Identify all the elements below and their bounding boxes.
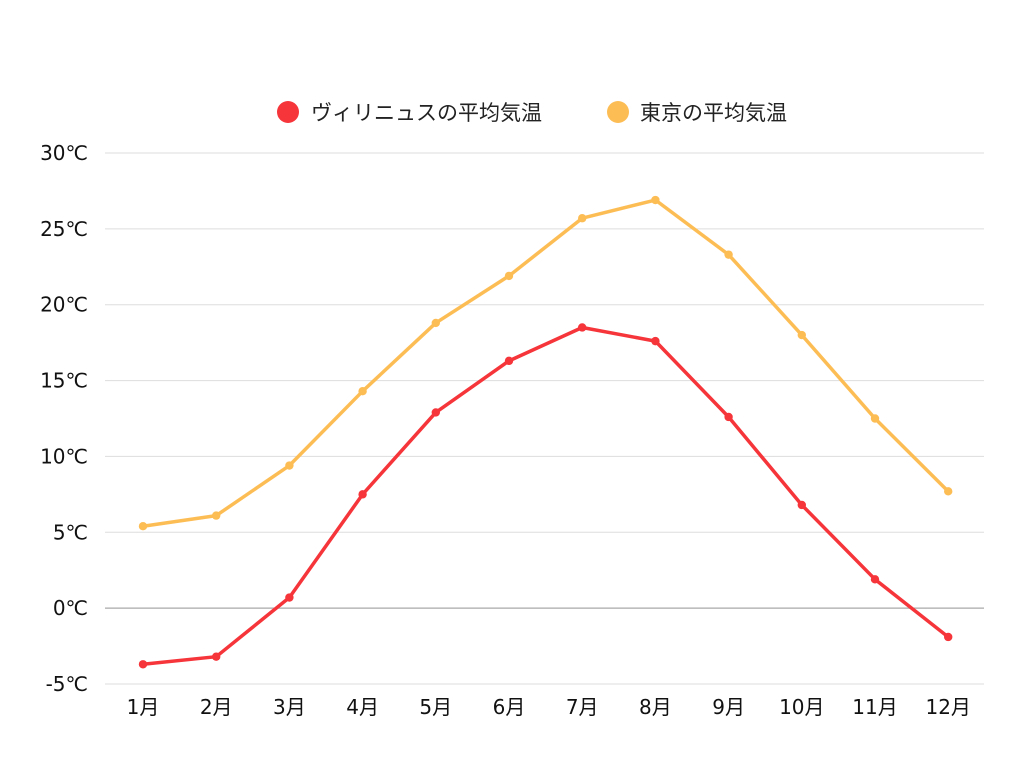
- y-tick-label: 20℃: [40, 293, 88, 317]
- y-tick-label: -5℃: [46, 672, 88, 696]
- x-tick-label: 11月: [852, 695, 897, 719]
- data-point: [578, 214, 587, 223]
- x-tick-label: 1月: [127, 695, 160, 719]
- x-tick-label: 9月: [712, 695, 745, 719]
- x-tick-label: 7月: [566, 695, 599, 719]
- x-tick-label: 5月: [419, 695, 452, 719]
- grid-layer: [105, 152, 984, 685]
- data-point: [504, 356, 514, 366]
- data-point: [212, 652, 221, 661]
- x-tick-label: 3月: [273, 695, 306, 719]
- legend-label: 東京の平均気温: [640, 101, 787, 125]
- data-point: [431, 408, 440, 417]
- legend-item-1: 東京の平均気温: [607, 101, 787, 125]
- data-point: [431, 318, 440, 328]
- y-tick-label: 5℃: [53, 520, 88, 544]
- data-point: [358, 386, 367, 396]
- data-point: [285, 461, 294, 470]
- data-point: [138, 660, 148, 669]
- x-tick-label: 6月: [493, 695, 526, 719]
- legend: ヴィリニュスの平均気温 東京の平均気温: [277, 101, 787, 125]
- series-line: [141, 198, 950, 528]
- y-tick-label: 25℃: [40, 217, 88, 241]
- x-tick-label: 4月: [346, 695, 379, 719]
- data-point: [358, 490, 367, 499]
- legend-item-0: ヴィリニュスの平均気温: [277, 101, 542, 125]
- data-point: [870, 575, 880, 584]
- series-line: [141, 325, 950, 667]
- series-layer: [138, 195, 953, 669]
- data-point: [724, 250, 733, 259]
- y-axis: -5℃ 0℃ 5℃ 10℃ 15℃ 20℃ 25℃ 30℃: [40, 141, 88, 696]
- legend-marker: [277, 101, 299, 123]
- data-point: [797, 500, 806, 510]
- y-tick-label: 0℃: [53, 596, 88, 620]
- y-tick-label: 10℃: [40, 444, 88, 468]
- data-point: [944, 632, 953, 642]
- series-1: [138, 195, 953, 531]
- data-point: [651, 195, 660, 205]
- data-point: [797, 330, 806, 340]
- x-tick-label: 8月: [639, 695, 672, 719]
- legend-marker: [607, 101, 629, 123]
- data-point: [212, 511, 221, 520]
- series-0: [138, 323, 953, 669]
- y-tick-label: 15℃: [40, 369, 88, 393]
- data-point: [870, 414, 880, 423]
- data-point: [651, 336, 660, 346]
- y-tick-label: 30℃: [40, 141, 88, 165]
- x-tick-label: 10月: [779, 695, 824, 719]
- x-axis: 1月 2月 3月 4月 5月 6月 7月 8月 9月 10月 11月 12月: [127, 695, 971, 719]
- data-point: [138, 522, 148, 531]
- data-point: [285, 593, 294, 602]
- data-point: [578, 323, 587, 332]
- legend-label: ヴィリニュスの平均気温: [311, 101, 542, 125]
- data-point: [504, 271, 514, 281]
- data-point: [724, 412, 733, 422]
- x-tick-label: 2月: [200, 695, 233, 719]
- x-tick-label: 12月: [925, 695, 970, 719]
- data-point: [944, 487, 953, 496]
